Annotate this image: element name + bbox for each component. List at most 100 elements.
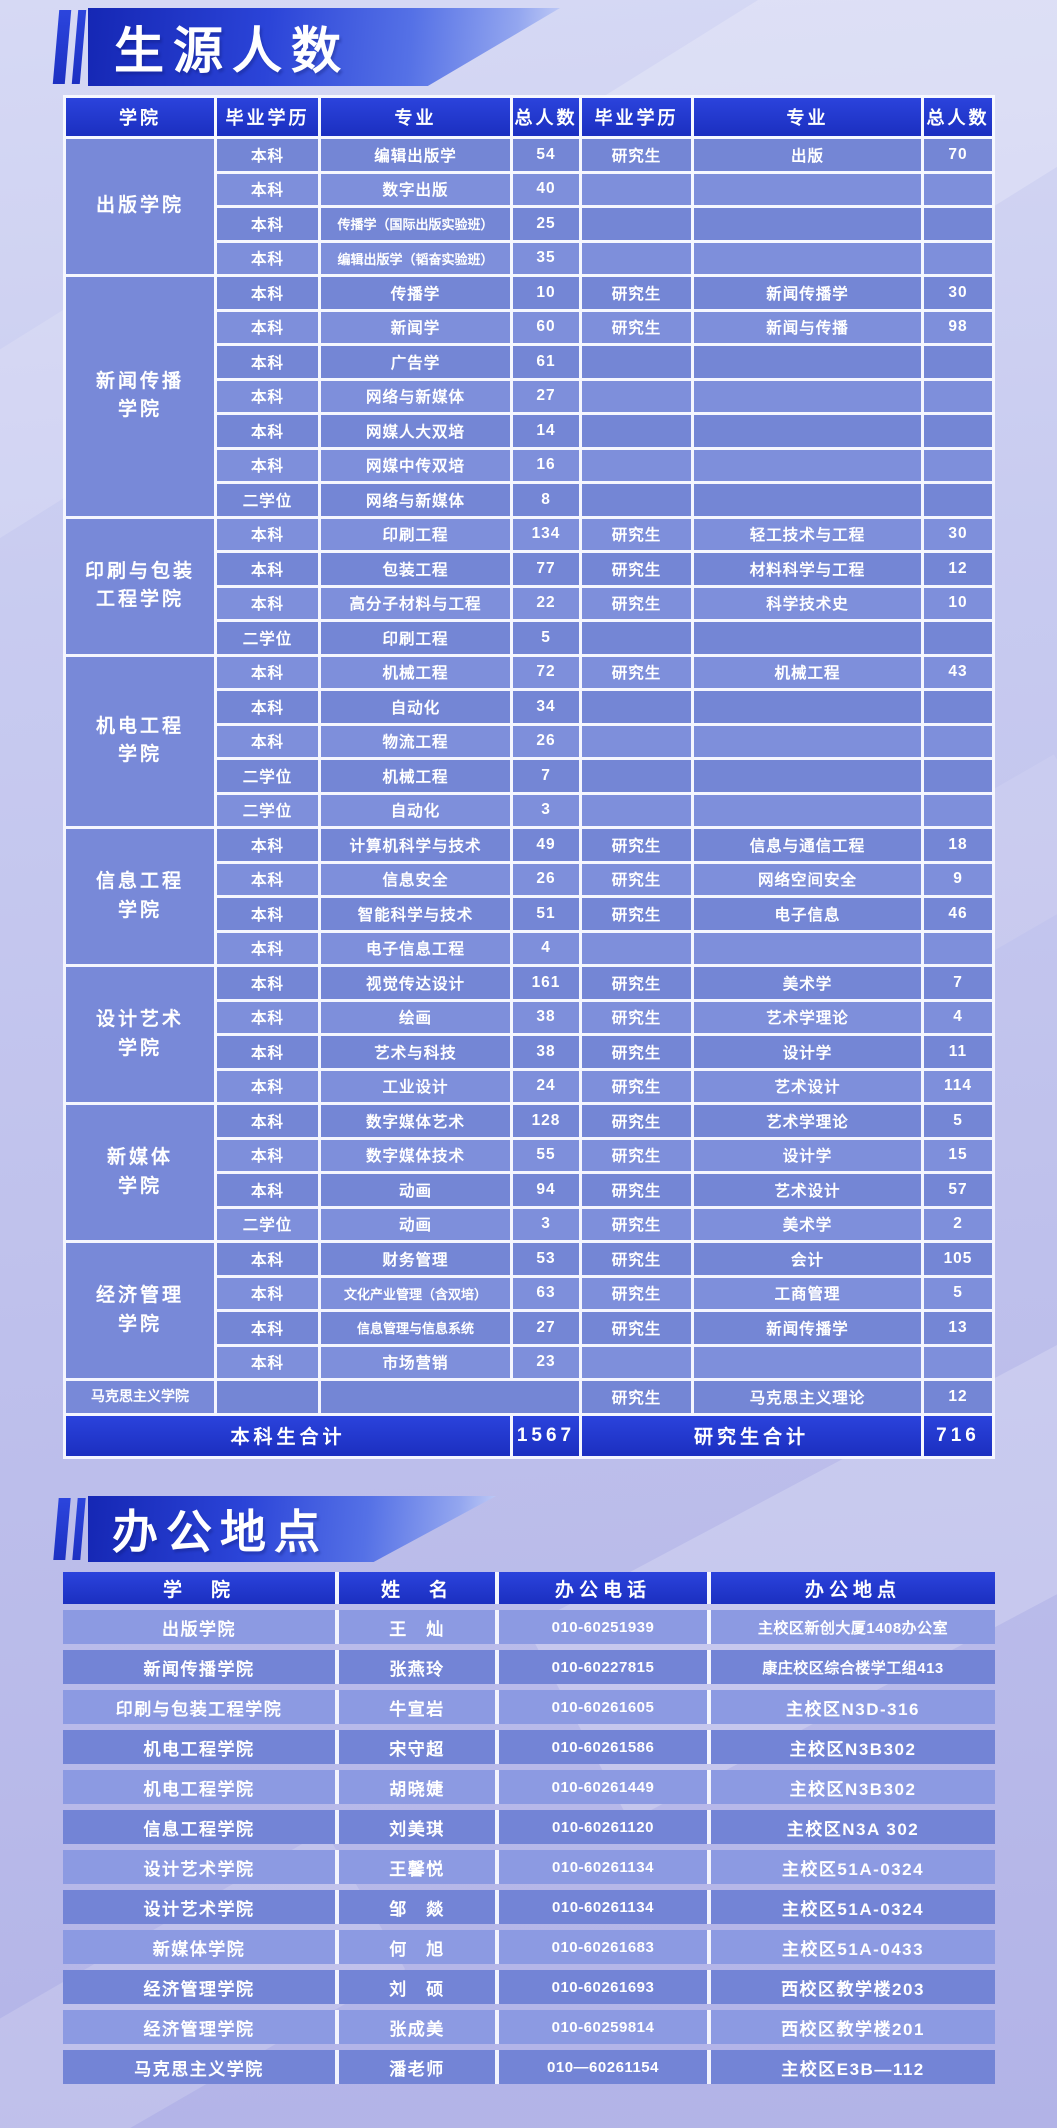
degree-level-cell: [582, 760, 691, 792]
major-cell: 数字媒体技术: [321, 1139, 510, 1171]
degree-level-cell: 本科: [217, 1105, 318, 1137]
major-cell: 财务管理: [321, 1243, 510, 1275]
count-cell: [924, 380, 992, 412]
degree-level-cell: [582, 380, 691, 412]
count-cell: 55: [513, 1139, 579, 1171]
count-cell: 161: [513, 967, 579, 999]
count-cell: 3: [513, 794, 579, 826]
degree-level-cell: 本科: [217, 1312, 318, 1344]
major-cell: [694, 691, 921, 723]
office-location-cell: 主校区E3B—112: [711, 2050, 995, 2084]
major-cell: 机械工程: [321, 760, 510, 792]
major-cell: 高分子材料与工程: [321, 587, 510, 619]
office-college-cell: 机电工程学院: [63, 1770, 335, 1804]
count-cell: 15: [924, 1139, 992, 1171]
count-cell: 114: [924, 1070, 992, 1102]
enrollment-header-cell: 毕业学历: [217, 98, 318, 136]
office-title: 办公地点: [112, 1506, 328, 1558]
count-cell: 38: [513, 1001, 579, 1033]
degree-level-cell: 本科: [217, 587, 318, 619]
office-header-cell: 学 院: [63, 1572, 335, 1604]
contact-name-cell: 胡晓婕: [339, 1770, 495, 1804]
degree-level-cell: 研究生: [582, 656, 691, 688]
major-cell: 传播学（国际出版实验班）: [321, 208, 510, 240]
college-cell: 新闻传播 学院: [66, 277, 214, 516]
degree-level-cell: 本科: [217, 1243, 318, 1275]
college-cell: 印刷与包装 工程学院: [66, 518, 214, 654]
degree-level-cell: [582, 1346, 691, 1378]
office-phone-cell: 010-60261586: [499, 1730, 707, 1764]
degree-level-cell: 本科: [217, 1139, 318, 1171]
office-location-cell: 康庄校区综合楼学工组413: [711, 1650, 995, 1684]
office-phone-cell: 010-60261449: [499, 1770, 707, 1804]
count-cell: 12: [924, 1381, 992, 1413]
degree-level-cell: [582, 691, 691, 723]
contact-name-cell: 宋守超: [339, 1730, 495, 1764]
count-cell: 5: [924, 1277, 992, 1309]
office-header-cell: 姓 名: [339, 1572, 495, 1604]
undergrad-total-value: 1567: [513, 1415, 579, 1456]
degree-level-cell: 研究生: [582, 1381, 691, 1413]
college-cell: 经济管理 学院: [66, 1243, 214, 1378]
major-cell: 设计学: [694, 1139, 921, 1171]
count-cell: 8: [513, 484, 579, 516]
degree-level-cell: 本科: [217, 242, 318, 274]
major-cell: 计算机科学与技术: [321, 829, 510, 861]
major-cell: 工商管理: [694, 1277, 921, 1309]
major-cell: [694, 208, 921, 240]
contact-name-cell: 何 旭: [339, 1930, 495, 1964]
degree-level-cell: 本科: [217, 656, 318, 688]
degree-level-cell: [582, 484, 691, 516]
office-phone-cell: 010-60261120: [499, 1810, 707, 1844]
major-cell: [694, 380, 921, 412]
count-cell: 5: [513, 622, 579, 654]
office-college-cell: 新媒体学院: [63, 1930, 335, 1964]
major-cell: [694, 1346, 921, 1378]
title-accent-bar: [53, 1498, 71, 1560]
contact-name-cell: 王 灿: [339, 1610, 495, 1644]
count-cell: 13: [924, 1312, 992, 1344]
office-header-cell: 办公电话: [499, 1572, 707, 1604]
degree-level-cell: 研究生: [582, 1036, 691, 1068]
major-cell: [694, 622, 921, 654]
office-phone-cell: 010—60261154: [499, 2050, 707, 2084]
major-cell: [694, 415, 921, 447]
degree-level-cell: [582, 932, 691, 964]
office-phone-cell: 010-60261683: [499, 1930, 707, 1964]
count-cell: [924, 691, 992, 723]
count-cell: 25: [513, 208, 579, 240]
count-cell: [924, 208, 992, 240]
count-cell: 16: [513, 449, 579, 481]
count-cell: 54: [513, 139, 579, 171]
major-cell: 美术学: [694, 1208, 921, 1240]
office-phone-cell: 010-60261605: [499, 1690, 707, 1724]
college-cell: 新媒体 学院: [66, 1105, 214, 1240]
college-cell: 马克思主义学院: [66, 1381, 214, 1413]
office-location-cell: 主校区51A-0324: [711, 1850, 995, 1884]
major-cell: 艺术与科技: [321, 1036, 510, 1068]
office-college-cell: 设计艺术学院: [63, 1890, 335, 1924]
degree-level-cell: [582, 346, 691, 378]
major-cell: 新闻学: [321, 311, 510, 343]
count-cell: 11: [924, 1036, 992, 1068]
degree-level-cell: [582, 415, 691, 447]
major-cell: 自动化: [321, 691, 510, 723]
degree-level-cell: 研究生: [582, 863, 691, 895]
count-cell: 4: [924, 1001, 992, 1033]
enrollment-header-cell: 总人数: [513, 98, 579, 136]
major-cell: 市场营销: [321, 1346, 510, 1378]
count-cell: 51: [513, 898, 579, 930]
degree-level-cell: 本科: [217, 277, 318, 309]
count-cell: 98: [924, 311, 992, 343]
count-cell: 7: [924, 967, 992, 999]
major-cell: 网媒人大双培: [321, 415, 510, 447]
count-cell: 38: [513, 1036, 579, 1068]
major-cell: 包装工程: [321, 553, 510, 585]
degree-level-cell: 本科: [217, 553, 318, 585]
enrollment-table: 学院 毕业学历 专业 总人数 毕业学历 专业 总人数 出版学院 本科 编辑出版学 54 研究生 出版 70…: [63, 95, 995, 1459]
degree-level-cell: 本科: [217, 380, 318, 412]
count-cell: [924, 346, 992, 378]
major-cell: 印刷工程: [321, 518, 510, 550]
college-cell: 信息工程 学院: [66, 829, 214, 964]
